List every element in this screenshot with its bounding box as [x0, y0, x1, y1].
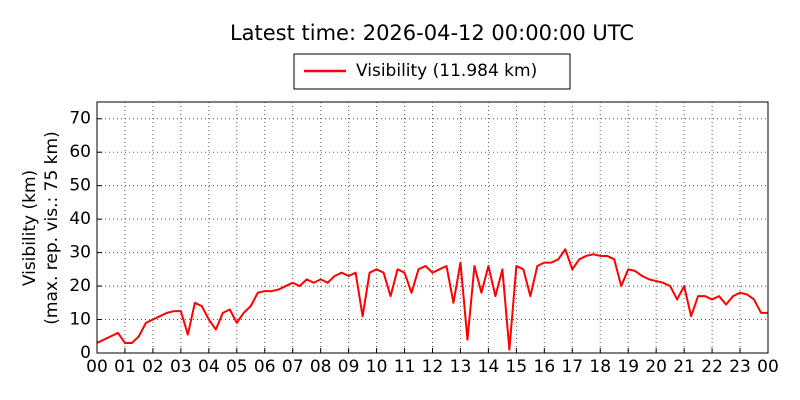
x-tick-label: 23: [729, 357, 751, 377]
y-tick-label: 0: [80, 343, 91, 363]
x-tick-label: 22: [701, 357, 723, 377]
x-tick-label: 16: [534, 357, 556, 377]
y-tick-label: 70: [69, 109, 91, 129]
x-tick-label: 17: [561, 357, 583, 377]
x-tick-label: 04: [198, 357, 220, 377]
x-tick-label: 14: [478, 357, 500, 377]
chart-title: Latest time: 2026-04-12 00:00:00 UTC: [230, 21, 634, 45]
x-tick-label: 07: [282, 357, 304, 377]
y-tick-label: 60: [69, 142, 91, 162]
x-tick-label: 08: [310, 357, 332, 377]
x-tick-label: 11: [394, 357, 416, 377]
x-tick-label: 21: [673, 357, 695, 377]
x-tick-label: 10: [366, 357, 388, 377]
x-tick-label: 03: [170, 357, 192, 377]
x-tick-label: 09: [338, 357, 360, 377]
x-tick-label: 18: [589, 357, 611, 377]
plot-frame: [96, 101, 769, 354]
x-tick-label: 06: [254, 357, 276, 377]
x-tick-label: 13: [450, 357, 472, 377]
legend-label: Visibility (11.984 km): [356, 61, 537, 81]
x-tick-label: 20: [645, 357, 667, 377]
y-tick-label: 40: [69, 209, 91, 229]
x-tick-label: 00: [757, 357, 779, 377]
x-tick-label: 02: [142, 357, 164, 377]
data-line: [96, 248, 768, 351]
x-tick-label: 00: [86, 357, 108, 377]
x-tick-label: 12: [422, 357, 444, 377]
y-tick-label: 50: [69, 176, 91, 196]
x-tick-label: 15: [506, 357, 528, 377]
y-tick-label: 30: [69, 243, 91, 263]
y-tick-label: 10: [69, 310, 91, 330]
x-tick-label: 01: [114, 357, 136, 377]
y-axis-label: Visibility (km): [20, 170, 40, 286]
x-tick-label: 05: [226, 357, 248, 377]
x-tick-label: 19: [617, 357, 639, 377]
y-axis-label: (max. rep. vis.: 75 km): [42, 131, 62, 324]
y-tick-label: 20: [69, 276, 91, 296]
